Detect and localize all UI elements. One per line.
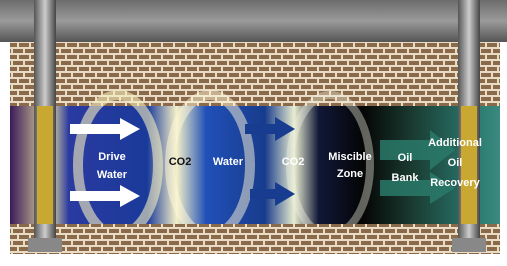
label: Bank [392,172,420,184]
label: CO2 [282,156,305,168]
rock-layer [0,0,507,42]
label: Oil [448,157,463,169]
well-perforation [461,106,477,224]
brick-layer [10,42,500,106]
label: Drive [98,151,126,163]
well-base [452,238,486,252]
well-base [28,238,62,252]
label: Oil [398,152,413,164]
label: Zone [337,168,363,180]
diagram: Drive Water CO2 Water CO2 Miscible Zone … [0,0,507,266]
well-perforation [37,106,53,224]
label: Water [213,156,244,168]
label: CO2 [169,156,192,168]
label: Recovery [430,177,480,189]
label: Water [97,169,128,181]
label: Miscible [328,151,371,163]
brick-layer [10,224,500,254]
page: {"labels": [ {"lines": ["Drive", "Water"… [0,0,507,266]
label: Additional [428,137,482,149]
